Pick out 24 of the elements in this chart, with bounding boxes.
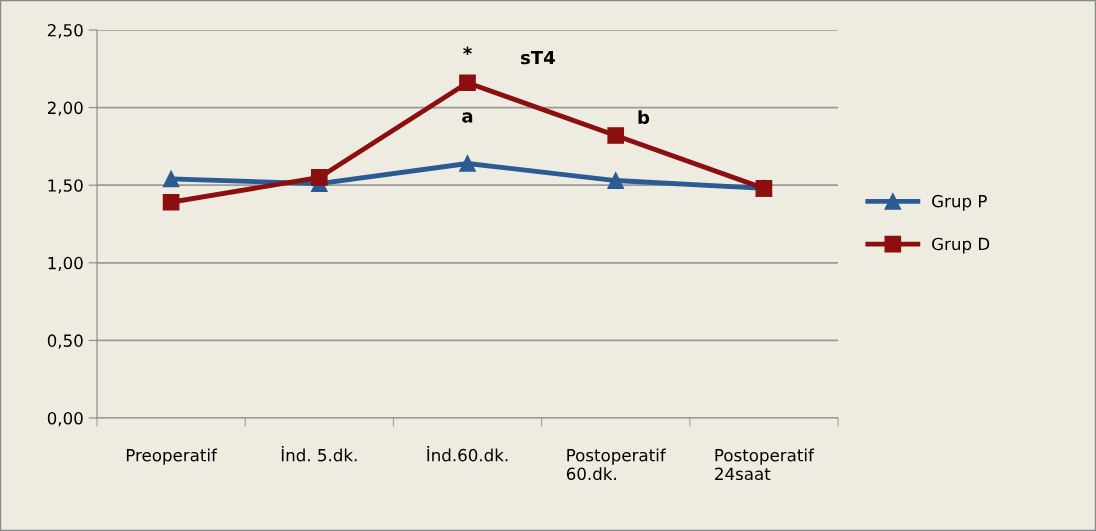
legend-label: Grup P: [932, 194, 987, 211]
x-tick-label: İnd.60.dk.: [427, 446, 508, 462]
annotation: *: [463, 46, 472, 55]
y-tick-label: 1,50: [48, 179, 83, 194]
point: [607, 172, 625, 189]
point: [459, 155, 476, 172]
point: [162, 193, 180, 211]
x-tick-label: Postoperatif 60.dk.: [566, 448, 667, 481]
x-tick-label: Postoperatif 24saat: [715, 448, 815, 481]
y-tick-label: 2,50: [47, 23, 83, 39]
y-tick-label: 1,00: [48, 256, 83, 272]
legend-label: Grup D: [932, 237, 990, 254]
point: [459, 74, 476, 92]
y-tick-label: 2,00: [47, 101, 83, 116]
point: [607, 127, 625, 144]
annotation: a: [462, 112, 473, 123]
annotation: b: [638, 110, 650, 125]
x-tick-label: İnd. 5.dk.: [281, 446, 357, 462]
y-tick-label: 0,00: [47, 411, 83, 427]
x-tick-label: Preoperatif: [126, 448, 218, 465]
point: [310, 169, 328, 186]
point: [162, 170, 180, 188]
y-tick-label: 0,50: [47, 334, 83, 349]
annotation: sT4: [521, 50, 555, 65]
